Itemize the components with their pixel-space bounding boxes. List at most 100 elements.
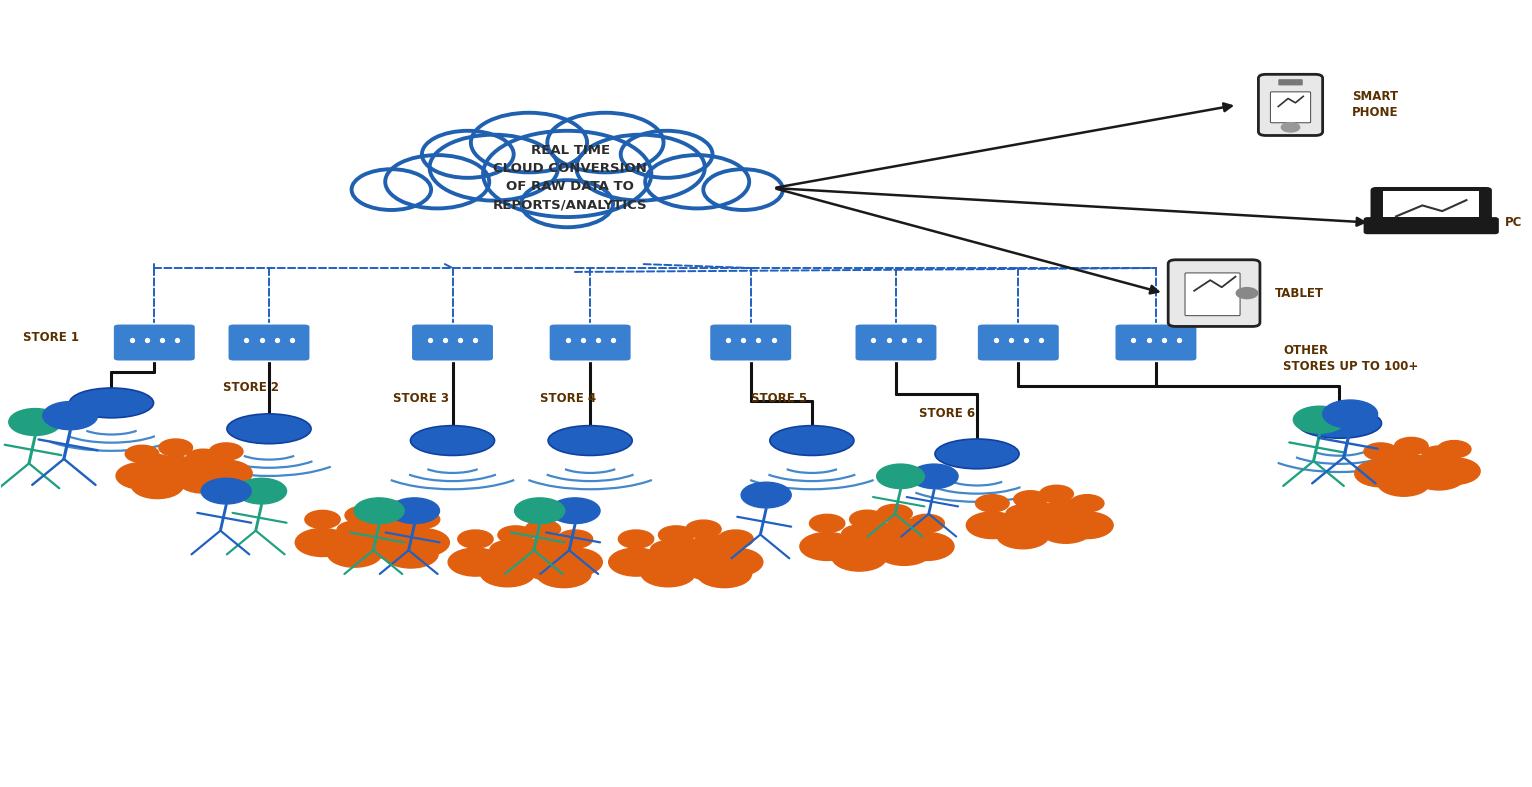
Circle shape <box>676 538 731 566</box>
Text: OTHER
STORES UP TO 100+: OTHER STORES UP TO 100+ <box>1282 344 1419 373</box>
Circle shape <box>645 155 749 209</box>
Circle shape <box>545 541 582 560</box>
Circle shape <box>1428 458 1480 485</box>
Circle shape <box>449 548 502 576</box>
Circle shape <box>1386 453 1420 470</box>
Circle shape <box>351 169 430 210</box>
Circle shape <box>126 445 159 463</box>
Circle shape <box>1437 441 1471 458</box>
Circle shape <box>558 530 593 548</box>
Circle shape <box>516 538 570 566</box>
Circle shape <box>1062 512 1114 538</box>
Circle shape <box>887 519 922 538</box>
Circle shape <box>201 478 251 504</box>
FancyBboxPatch shape <box>1383 191 1478 217</box>
Circle shape <box>421 131 513 178</box>
Circle shape <box>483 131 651 217</box>
Circle shape <box>1049 500 1083 516</box>
Circle shape <box>178 467 230 493</box>
Ellipse shape <box>935 439 1019 469</box>
Circle shape <box>116 463 169 490</box>
FancyBboxPatch shape <box>1186 273 1239 316</box>
Circle shape <box>967 512 1019 538</box>
Circle shape <box>296 529 349 556</box>
Text: STORE 5: STORE 5 <box>751 393 807 405</box>
Circle shape <box>404 511 440 529</box>
FancyBboxPatch shape <box>1115 323 1196 361</box>
FancyBboxPatch shape <box>1258 74 1322 135</box>
Circle shape <box>9 408 61 435</box>
Ellipse shape <box>411 426 495 456</box>
Ellipse shape <box>227 414 311 444</box>
Circle shape <box>576 135 705 201</box>
Circle shape <box>1377 470 1429 497</box>
Circle shape <box>659 526 694 544</box>
Circle shape <box>1281 123 1299 132</box>
Circle shape <box>640 559 696 587</box>
Circle shape <box>876 464 924 489</box>
Circle shape <box>236 478 286 504</box>
Circle shape <box>876 504 912 523</box>
Circle shape <box>525 553 579 581</box>
Text: REAL TIME
CLOUD CONVERSION
OF RAW DATA TO
REPORTS/ANALYTICS: REAL TIME CLOUD CONVERSION OF RAW DATA T… <box>493 144 648 212</box>
Ellipse shape <box>548 426 633 456</box>
Circle shape <box>1394 438 1428 455</box>
Circle shape <box>490 541 525 559</box>
FancyBboxPatch shape <box>1169 260 1259 327</box>
Circle shape <box>976 495 1010 512</box>
Circle shape <box>1014 491 1048 508</box>
FancyBboxPatch shape <box>709 323 792 361</box>
Circle shape <box>1040 516 1092 543</box>
Circle shape <box>141 455 175 472</box>
Circle shape <box>809 515 844 533</box>
Circle shape <box>1354 460 1406 487</box>
Circle shape <box>372 534 427 561</box>
Circle shape <box>498 526 533 544</box>
Circle shape <box>1363 443 1397 460</box>
Circle shape <box>719 530 754 548</box>
Text: STORE 6: STORE 6 <box>919 408 974 420</box>
Circle shape <box>201 460 253 487</box>
Circle shape <box>997 522 1049 549</box>
Circle shape <box>1413 464 1465 490</box>
Circle shape <box>697 560 752 588</box>
Circle shape <box>394 522 429 540</box>
Circle shape <box>150 456 202 483</box>
Circle shape <box>832 543 887 571</box>
Circle shape <box>521 180 613 227</box>
Circle shape <box>841 525 876 543</box>
Text: PC: PC <box>1504 216 1521 229</box>
Text: STORE 3: STORE 3 <box>392 393 449 405</box>
Circle shape <box>43 401 98 430</box>
Circle shape <box>741 482 791 508</box>
Circle shape <box>550 498 601 523</box>
FancyBboxPatch shape <box>411 323 493 361</box>
Circle shape <box>187 449 221 467</box>
FancyBboxPatch shape <box>548 323 631 361</box>
Circle shape <box>867 523 922 551</box>
Circle shape <box>1293 406 1345 433</box>
Circle shape <box>525 520 561 538</box>
Circle shape <box>305 511 340 529</box>
Circle shape <box>385 155 489 209</box>
FancyBboxPatch shape <box>977 323 1060 361</box>
Circle shape <box>345 506 380 524</box>
Circle shape <box>548 548 602 576</box>
Text: TABLET: TABLET <box>1275 286 1324 300</box>
Ellipse shape <box>69 388 153 418</box>
Circle shape <box>620 131 712 178</box>
Circle shape <box>515 498 565 523</box>
Circle shape <box>1422 446 1455 464</box>
Circle shape <box>389 498 440 523</box>
FancyBboxPatch shape <box>1365 218 1498 234</box>
Circle shape <box>372 501 408 519</box>
Circle shape <box>840 528 895 556</box>
Circle shape <box>1236 287 1258 298</box>
Circle shape <box>696 535 731 553</box>
Circle shape <box>210 443 244 460</box>
Circle shape <box>395 529 449 556</box>
Circle shape <box>383 540 438 568</box>
Circle shape <box>619 530 654 548</box>
Circle shape <box>489 544 542 572</box>
Circle shape <box>381 515 417 534</box>
